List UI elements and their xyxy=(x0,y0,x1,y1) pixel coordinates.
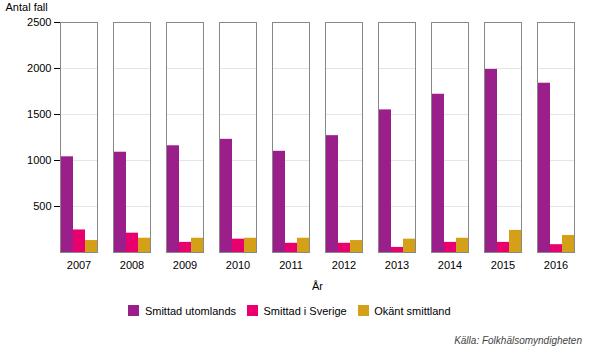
svg-text:2008: 2008 xyxy=(120,259,144,271)
svg-text:2000: 2000 xyxy=(27,62,51,74)
svg-text:2016: 2016 xyxy=(544,259,568,271)
html-text:Okänt smittland: Okänt smittland xyxy=(374,304,451,317)
html-text:Smittad utomlands: Smittad utomlands xyxy=(144,304,236,317)
svg-text:500: 500 xyxy=(33,200,51,212)
svg-text:2012: 2012 xyxy=(332,259,356,271)
svg-text:2015: 2015 xyxy=(491,259,515,271)
svg-text:2007: 2007 xyxy=(67,259,91,271)
svg-text:2014: 2014 xyxy=(438,259,462,271)
svg-text:2500: 2500 xyxy=(27,16,51,28)
svg-text:År: År xyxy=(312,280,323,292)
svg-text:1500: 1500 xyxy=(27,108,51,120)
svg-text:2013: 2013 xyxy=(385,259,409,271)
svg-text:2009: 2009 xyxy=(173,259,197,271)
svg-text:1000: 1000 xyxy=(27,154,51,166)
html-text:Smittad i Sverige: Smittad i Sverige xyxy=(263,304,347,317)
html-text:Källa: Folkhälsomyndigheten: Källa: Folkhälsomyndigheten xyxy=(454,334,582,346)
svg-text:2010: 2010 xyxy=(226,259,250,271)
svg-text:Antal fall: Antal fall xyxy=(6,1,48,13)
svg-text:2011: 2011 xyxy=(279,259,303,271)
